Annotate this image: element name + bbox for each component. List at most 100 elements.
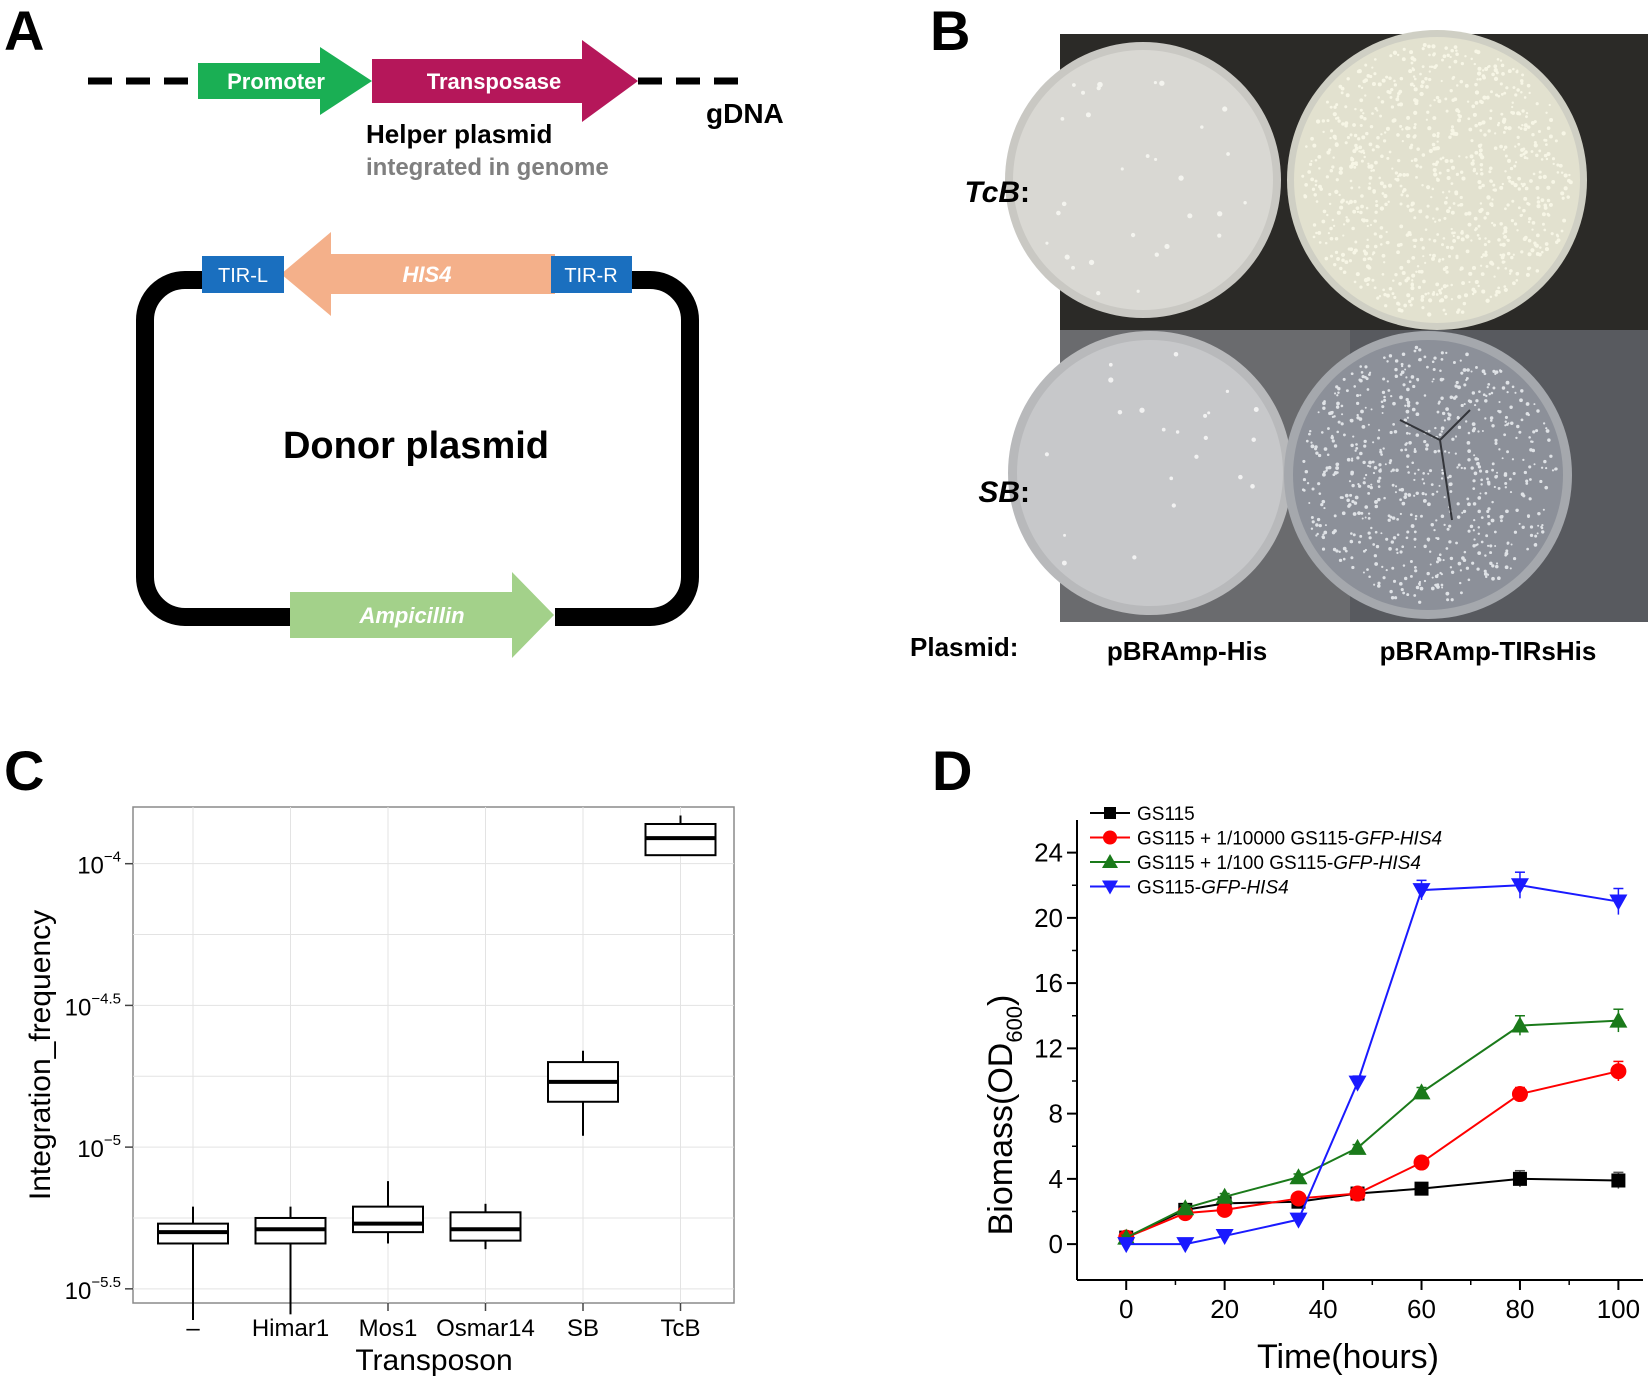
- legend-entry: GS115 + 1/100 GS115-GFP-HIS4: [1137, 853, 1421, 874]
- panel-a: Promoter Transposase gDNA Helper plasmid…: [88, 40, 784, 658]
- petri-dish-tcb-tirshis: [1287, 30, 1587, 330]
- row-label-tcb: TcB:: [964, 176, 1030, 209]
- plasmid-name-his: pBRAmp-His: [1107, 636, 1267, 666]
- plasmid-name-tirshis: pBRAmp-TIRsHis: [1380, 636, 1597, 666]
- colonies-sb-tirshis: [1301, 345, 1558, 604]
- legend-entry: GS115 + 1/10000 GS115-GFP-HIS4: [1137, 829, 1442, 850]
- data-point: [1289, 1212, 1308, 1229]
- data-point: [1412, 883, 1431, 900]
- x-tick-label: 80: [1505, 1294, 1534, 1324]
- tir-left-box: [202, 256, 284, 293]
- data-point: [1103, 830, 1117, 845]
- petri-dish-tcb-his: [1005, 42, 1281, 318]
- box-himar1: [254, 1206, 327, 1315]
- y-tick-label: 12: [1034, 1033, 1063, 1063]
- helper-plasmid-subtitle: integrated in genome: [366, 154, 609, 181]
- petri-dish-sb-tirshis: [1284, 331, 1572, 619]
- tir-left-label: TIR-L: [218, 265, 268, 287]
- box-plot-x-axis-label: Transposon: [355, 1344, 512, 1377]
- his4-label: HIS4: [403, 262, 452, 287]
- tir-right-box: [551, 256, 632, 293]
- data-point: [1512, 1171, 1527, 1186]
- x-tick-label: 100: [1597, 1294, 1640, 1324]
- box-: [157, 1206, 229, 1321]
- y-tick-label: 10−4.5: [65, 990, 121, 1021]
- data-point: [1104, 807, 1116, 819]
- panel-b: TcB: SB: Plasmid: pBRAmp-His pBRAmp-TIRs…: [910, 30, 1648, 666]
- transposase-arrow: [372, 40, 638, 122]
- tir-right-label: TIR-R: [564, 265, 617, 287]
- data-point: [1611, 1173, 1626, 1188]
- data-point: [1349, 1185, 1366, 1202]
- data-point: [1348, 1138, 1367, 1155]
- data-point: [1511, 1086, 1528, 1103]
- row-label-sb: SB:: [978, 476, 1030, 509]
- colonies-tcb-tirshis: [1301, 43, 1573, 317]
- series-1: [1118, 1060, 1627, 1246]
- data-point: [1117, 1237, 1136, 1254]
- x-tick-label: 0: [1119, 1294, 1133, 1324]
- y-tick-label: 10−5: [77, 1132, 121, 1163]
- series-line: [1125, 1070, 1619, 1239]
- data-point: [1413, 1154, 1430, 1171]
- line-chart-x-axis-label: Time(hours): [1257, 1338, 1439, 1376]
- panel-label-a: A: [4, 0, 44, 62]
- y-tick-label: 8: [1049, 1099, 1063, 1129]
- box-iqr: [352, 1205, 424, 1234]
- x-tick-label: –: [186, 1315, 200, 1342]
- y-tick-label: 10−5.5: [65, 1274, 121, 1305]
- x-tick-label: Himar1: [252, 1315, 329, 1342]
- data-point: [1609, 894, 1628, 911]
- series-line: [1125, 1019, 1619, 1239]
- legend-entry: GS115: [1137, 804, 1195, 825]
- data-point: [1289, 1168, 1308, 1185]
- data-point: [1176, 1199, 1195, 1216]
- data-point: [1290, 1190, 1307, 1207]
- data-point: [1610, 1063, 1627, 1080]
- gdna-label: gDNA: [706, 98, 784, 129]
- y-tick-label: 16: [1034, 968, 1063, 998]
- helper-plasmid-title: Helper plasmid: [366, 119, 552, 149]
- promoter-label: Promoter: [227, 69, 325, 94]
- line-chart-series: [1117, 871, 1628, 1254]
- box-iqr: [449, 1211, 522, 1242]
- x-tick-label: 40: [1309, 1294, 1338, 1324]
- colonies-tcb-his: [1045, 80, 1247, 296]
- series-line: [1125, 1177, 1619, 1239]
- legend-entry: GS115-GFP-HIS4: [1137, 878, 1289, 899]
- line-chart-y-axis-label: Biomass(OD600): [982, 995, 1027, 1236]
- x-tick-label: SB: [567, 1315, 599, 1342]
- panel-label-c: C: [4, 739, 44, 802]
- donor-plasmid-label: Donor plasmid: [283, 425, 549, 467]
- x-tick-label: Osmar14: [436, 1315, 535, 1342]
- petri-dish-sb-his: [1008, 331, 1292, 615]
- series-0: [1119, 1169, 1626, 1245]
- his4-arrow: [281, 232, 555, 316]
- x-tick-label: TcB: [660, 1315, 700, 1342]
- y-tick-label: 20: [1034, 903, 1063, 933]
- series-line: [1126, 884, 1619, 1246]
- box-plot-y-axis-label: Integration_frequency: [24, 910, 57, 1200]
- box-sb: [547, 1050, 619, 1136]
- colonies-sb-his: [1044, 351, 1259, 566]
- plasmid-row-label: Plasmid:: [910, 632, 1018, 662]
- y-tick-label: 10−4: [77, 849, 121, 880]
- series-3: [1117, 871, 1628, 1254]
- data-point: [1215, 1228, 1234, 1245]
- transposase-label: Transposase: [427, 69, 562, 94]
- x-tick-label: Mos1: [359, 1315, 418, 1342]
- x-tick-label: 20: [1210, 1294, 1239, 1324]
- ampicillin-label: Ampicillin: [358, 603, 464, 628]
- x-tick-label: 60: [1407, 1294, 1436, 1324]
- panel-c-box-plot: 10−4 10−4.5 10−5 10−5.5 – Himar1 Mos1 Osmar14 SB…: [24, 806, 735, 1377]
- data-point: [1412, 1083, 1431, 1100]
- data-point: [1215, 1187, 1234, 1204]
- data-point: [1348, 1075, 1367, 1092]
- box-tcb: [644, 815, 717, 857]
- y-tick-label: 0: [1049, 1229, 1063, 1259]
- ampicillin-arrow: [290, 572, 554, 658]
- y-tick-label: 24: [1034, 838, 1063, 868]
- data-point: [1609, 1011, 1628, 1028]
- data-point: [1510, 878, 1529, 895]
